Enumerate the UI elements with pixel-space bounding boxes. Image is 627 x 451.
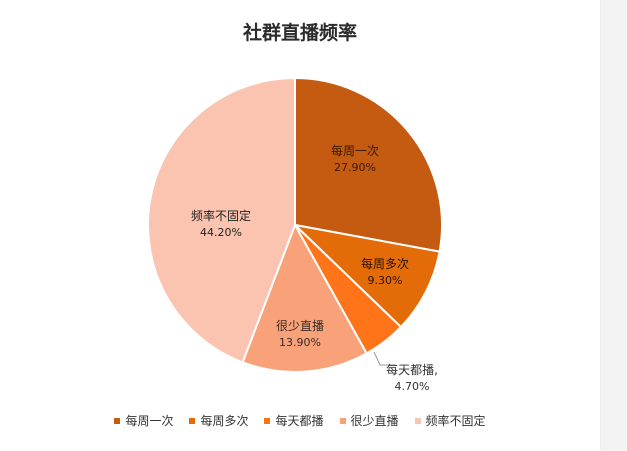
data-label-category-4: 很少直播	[276, 319, 324, 333]
data-label-value-2: 9.30%	[368, 274, 403, 287]
chart-area: 社群直播频率 每周一次 27.90% 每周多次 9.30% 每天都播, 4.70% 很少直播…	[0, 22, 600, 429]
legend-swatch	[189, 417, 196, 424]
pie-slice-4	[241, 222, 368, 373]
leader-line	[373, 351, 396, 366]
data-label-category-1: 每周一次	[331, 143, 379, 158]
chart-title: 社群直播频率	[242, 22, 357, 44]
data-label-category-3: 每天都播,	[386, 362, 438, 377]
pie-slice-5	[147, 76, 296, 364]
legend-label: 每天都播	[275, 414, 324, 428]
legend-label: 频率不固定	[425, 414, 486, 428]
legend-item-1: 每周一次	[114, 412, 173, 429]
data-label-category-5: 频率不固定	[191, 208, 251, 223]
data-label-value-5: 44.20%	[200, 226, 242, 239]
data-label-value-4: 13.90%	[279, 336, 321, 349]
legend-item-2: 每周多次	[189, 412, 248, 429]
legend-label: 每周多次	[200, 414, 249, 428]
legend-swatch	[339, 417, 346, 424]
legend-label: 每周一次	[125, 414, 174, 428]
pie-slice-2	[291, 223, 441, 329]
legend-item-5: 频率不固定	[414, 412, 486, 429]
legend: 每周一次 每周多次 每天都播 很少直播 频率不固定	[0, 412, 600, 429]
data-label-category-2: 每周多次	[361, 256, 409, 271]
legend-swatch	[414, 417, 421, 424]
legend-label: 很少直播	[350, 414, 399, 428]
pie-chart: 每周一次 27.90% 每周多次 9.30% 每天都播, 4.70% 很少直播 13.90% 频…	[147, 76, 443, 393]
data-label-value-3: 4.70%	[395, 380, 430, 393]
pie-slice-1	[294, 76, 443, 253]
legend-item-4: 很少直播	[339, 412, 399, 429]
legend-swatch	[114, 417, 121, 424]
legend-swatch	[264, 417, 271, 424]
legend-item-3: 每天都播	[264, 412, 324, 429]
page-edge	[600, 0, 627, 451]
data-label-value-1: 27.90%	[334, 161, 376, 174]
